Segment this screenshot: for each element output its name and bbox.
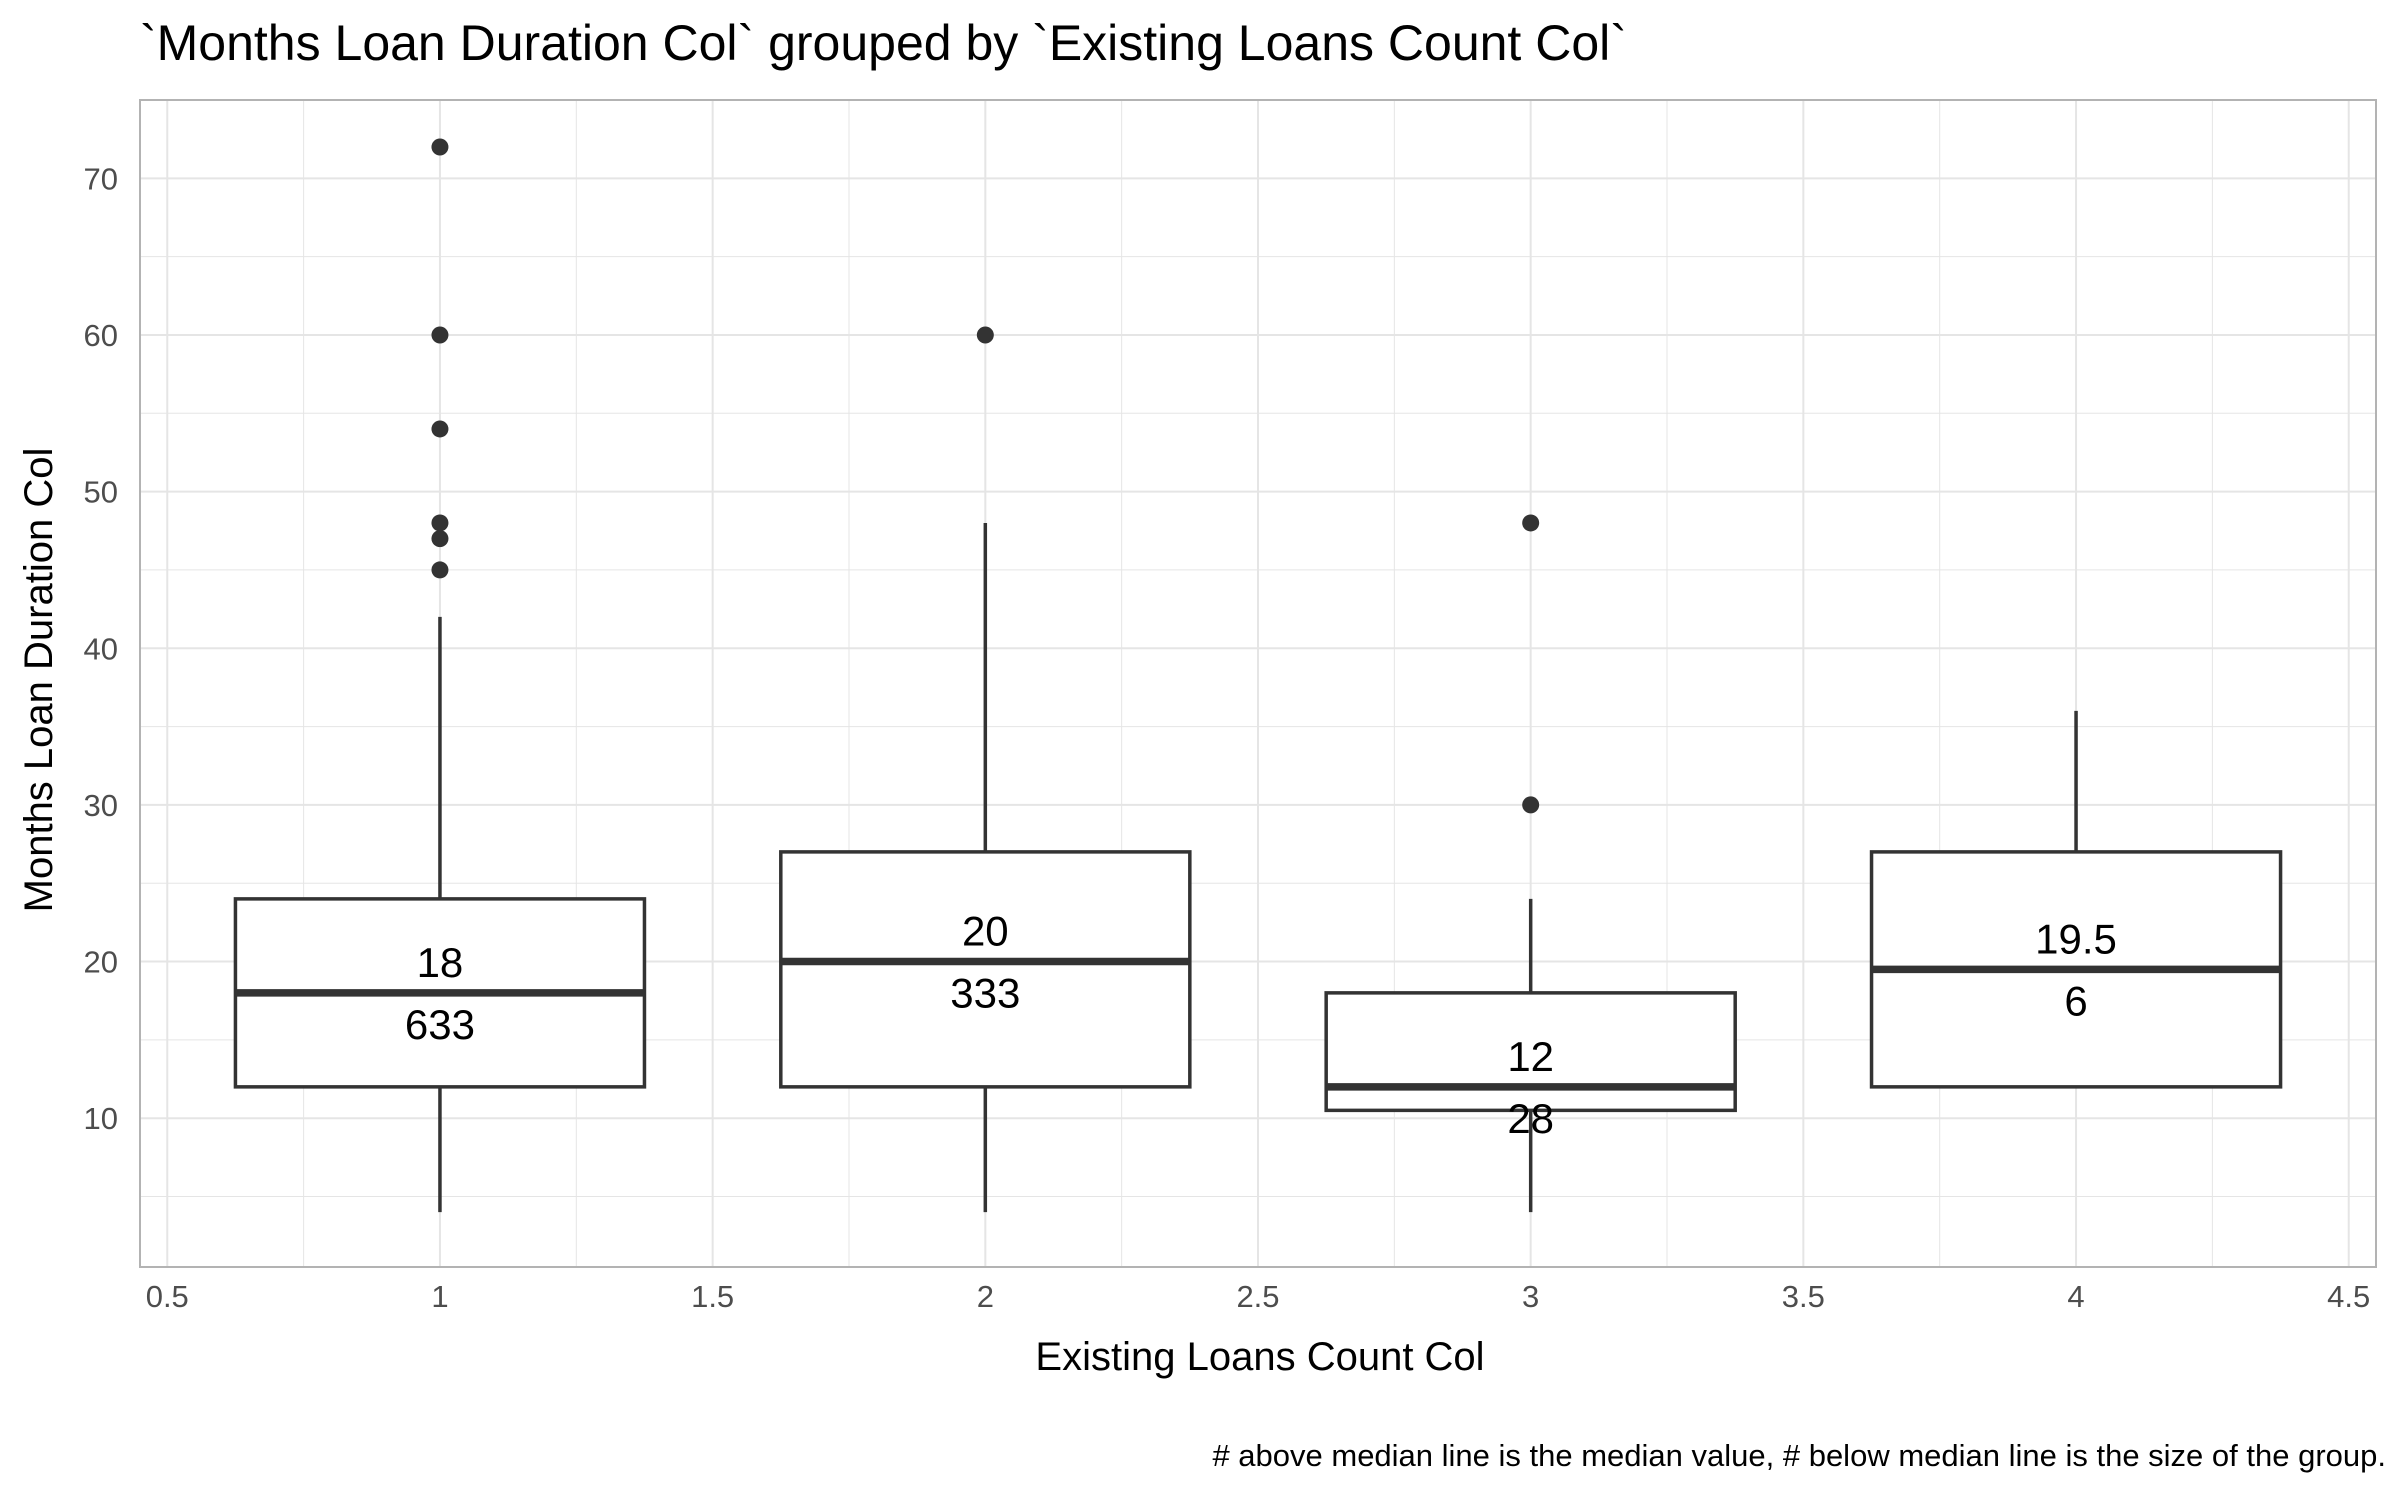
outlier-point: [431, 561, 449, 579]
outlier-point: [431, 138, 449, 156]
grid: [140, 100, 2376, 1267]
group-size-label: 6: [2064, 977, 2087, 1024]
x-tick-label: 3.5: [1782, 1279, 1825, 1314]
box: [1324, 991, 1737, 1113]
y-tick-label: 20: [84, 945, 118, 980]
median-value-label: 12: [1507, 1033, 1554, 1080]
x-axis-title: Existing Loans Count Col: [1035, 1335, 1484, 1379]
y-tick-label: 30: [84, 788, 118, 823]
group-size-label: 28: [1507, 1095, 1554, 1142]
outlier-point: [431, 326, 449, 344]
x-tick-label: 2: [977, 1279, 994, 1314]
x-tick-labels: 0.5 1 1.5 2 2.5 3 3.5 4 4.5: [146, 1279, 2371, 1314]
x-tick-label: 4.5: [2327, 1279, 2370, 1314]
x-tick-label: 1: [431, 1279, 448, 1314]
y-tick-label: 10: [84, 1101, 118, 1136]
chart-caption: # above median line is the median value,…: [1212, 1438, 2386, 1473]
outlier-point: [1522, 796, 1540, 814]
y-tick-label: 40: [84, 631, 118, 666]
plot-panel: [139, 99, 2377, 1268]
chart-title: `Months Loan Duration Col` grouped by `E…: [140, 15, 1627, 71]
boxplot-layer: [233, 138, 2283, 1213]
group-size-label: 333: [950, 970, 1020, 1017]
x-tick-label: 2.5: [1236, 1279, 1279, 1314]
x-tick-label: 3: [1522, 1279, 1539, 1314]
x-tick-label: 1.5: [691, 1279, 734, 1314]
outlier-point: [431, 530, 449, 548]
y-axis-title: Months Loan Duration Col: [17, 448, 61, 913]
y-tick-label: 50: [84, 475, 118, 510]
median-value-label: 18: [417, 939, 464, 986]
box: [779, 850, 1192, 1089]
outlier-point: [431, 420, 449, 438]
y-tick-label: 70: [84, 161, 118, 196]
x-tick-label: 4: [2067, 1279, 2084, 1314]
y-tick-labels: 10 20 30 40 50 60 70: [84, 161, 118, 1136]
median-value-label: 19.5: [2035, 915, 2117, 962]
outlier-point: [976, 326, 994, 344]
outlier-point: [1522, 514, 1540, 532]
x-tick-label: 0.5: [146, 1279, 189, 1314]
group-size-label: 633: [405, 1001, 475, 1048]
median-value-label: 20: [962, 908, 1009, 955]
outlier-point: [431, 514, 449, 532]
y-tick-label: 60: [84, 318, 118, 353]
box-label-layer: 18 633 20 333 12 28 19.5 6: [405, 908, 2117, 1142]
